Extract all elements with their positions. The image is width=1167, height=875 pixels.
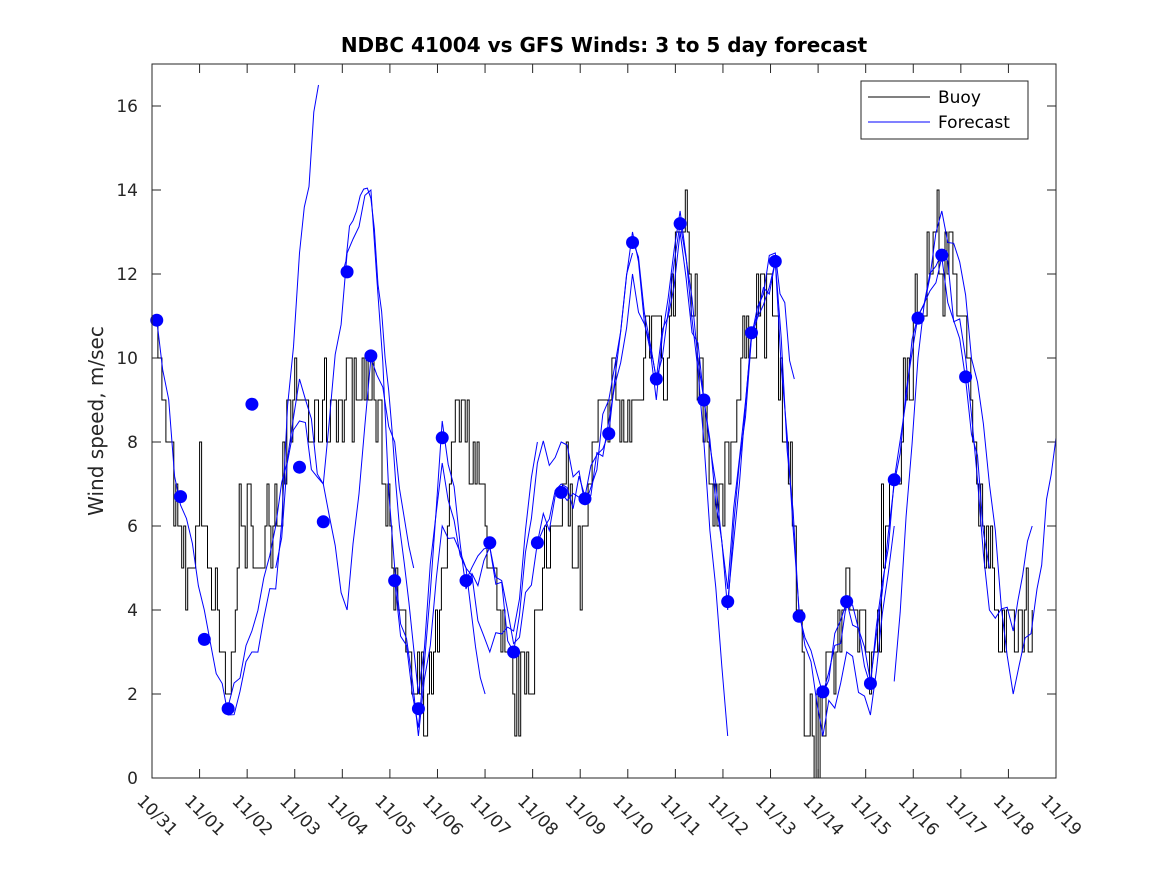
forecast-line	[632, 223, 895, 737]
forecast-point	[150, 313, 164, 327]
buoy-series	[152, 189, 1033, 779]
forecast-point	[626, 236, 640, 249]
forecast-point	[364, 349, 378, 363]
forecast-point	[221, 702, 235, 716]
forecast-point	[411, 702, 425, 716]
forecast-point	[673, 217, 687, 231]
forecast-point	[292, 460, 306, 474]
forecast-point	[316, 515, 330, 529]
forecast-markers	[150, 217, 973, 716]
legend-forecast-label: Forecast	[938, 113, 1010, 133]
y-tick-label: 10	[116, 349, 138, 369]
forecast-point	[483, 536, 497, 550]
plot-area	[152, 64, 1056, 778]
forecast-point	[792, 609, 806, 623]
forecast-point	[245, 397, 259, 411]
forecast-line	[893, 210, 1057, 695]
forecast-point	[768, 254, 782, 268]
forecast-point	[507, 645, 521, 659]
forecast-point	[744, 326, 758, 340]
forecast-point	[911, 311, 925, 325]
forecast-point	[959, 370, 973, 384]
forecast-line	[275, 188, 486, 737]
plot-frame	[151, 63, 1057, 779]
y-tick-label: 0	[127, 769, 138, 789]
forecast-point	[697, 393, 711, 407]
y-tick-label: 6	[127, 517, 138, 537]
legend: Buoy Forecast	[860, 80, 1029, 140]
y-tick-label: 4	[127, 601, 138, 621]
chart-title: NDBC 41004 vs GFS Winds: 3 to 5 day fore…	[341, 33, 868, 57]
buoy-line	[152, 189, 1033, 779]
forecast-point	[530, 536, 544, 550]
forecast-point	[840, 595, 854, 609]
y-axis-label: Wind speed, m/sec	[84, 326, 108, 516]
forecast-point	[863, 677, 877, 690]
legend-box	[860, 80, 1029, 140]
y-tick-label: 8	[127, 433, 138, 453]
forecast-point	[459, 574, 473, 588]
forecast-line	[341, 187, 538, 695]
y-tick-label: 12	[116, 265, 138, 285]
forecast-point	[649, 372, 663, 386]
axis-ticks	[151, 64, 1057, 779]
forecast-point	[935, 248, 949, 262]
forecast-point	[435, 431, 449, 445]
forecast-point	[554, 485, 568, 499]
y-tick-labels: 0 2 4 6 8 10 12 14 16	[116, 97, 138, 789]
legend-buoy-label: Buoy	[938, 88, 981, 108]
forecast-point	[602, 427, 616, 441]
forecast-point	[887, 473, 901, 487]
y-tick-label: 16	[116, 97, 138, 117]
forecast-point	[816, 685, 830, 699]
forecast-point	[197, 632, 211, 646]
y-tick-label: 2	[127, 685, 138, 705]
forecast-line	[156, 84, 319, 716]
y-tick-label: 14	[116, 181, 138, 201]
forecast-point	[721, 595, 735, 609]
forecast-point	[578, 492, 592, 506]
forecast-point	[174, 490, 188, 504]
forecast-point	[388, 574, 402, 588]
forecast-point	[340, 265, 354, 279]
